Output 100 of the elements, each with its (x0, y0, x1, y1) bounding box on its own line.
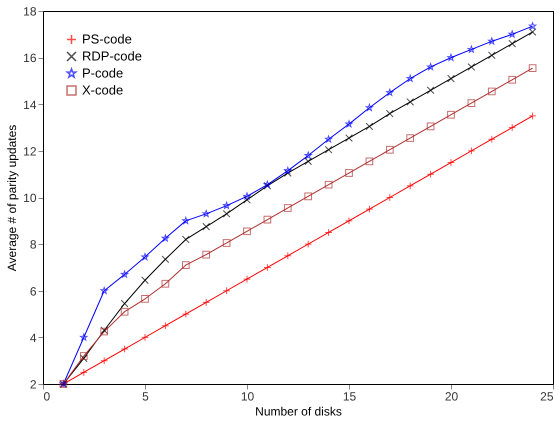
point (345, 216, 353, 225)
point (182, 216, 190, 224)
y-tick-label: 8 (30, 238, 37, 252)
point (202, 210, 210, 218)
point (100, 286, 108, 294)
point (488, 135, 496, 144)
legend-label: P-code (82, 66, 124, 80)
point (264, 216, 272, 224)
point (202, 298, 210, 306)
point (222, 210, 230, 218)
point (386, 110, 394, 118)
point (182, 261, 190, 269)
point (284, 169, 292, 177)
y-tick-label: 10 (23, 191, 37, 205)
point (264, 264, 272, 272)
point (120, 270, 128, 278)
point (243, 227, 251, 236)
point (202, 222, 210, 230)
point (468, 63, 476, 71)
point (243, 275, 251, 283)
point (488, 37, 496, 45)
point (508, 40, 516, 48)
point (366, 104, 374, 111)
point (324, 146, 332, 154)
point (324, 228, 332, 236)
point (162, 280, 170, 288)
point (120, 345, 128, 353)
y-tick-label: 14 (23, 98, 37, 112)
point (345, 169, 353, 177)
point (243, 196, 251, 204)
point (426, 170, 434, 178)
point (120, 308, 128, 316)
x-tick-label: 5 (142, 390, 150, 404)
y-tick-label: 2 (30, 378, 37, 392)
point (162, 322, 170, 330)
x-axis-title: Number of disks (255, 404, 342, 418)
point (324, 180, 332, 189)
point (426, 122, 434, 130)
point (141, 334, 149, 342)
point (100, 356, 108, 365)
legend-label: X-code (82, 82, 124, 98)
point (141, 253, 149, 260)
point (366, 205, 374, 214)
point (162, 255, 170, 264)
point (468, 99, 476, 107)
x-tick-label: 15 (342, 390, 356, 404)
point (386, 146, 394, 154)
point (304, 152, 312, 159)
point (222, 239, 230, 247)
point (304, 192, 312, 200)
point (202, 250, 210, 258)
x-tick-label: 10 (240, 390, 254, 404)
point (406, 134, 414, 142)
point (468, 46, 476, 53)
y-tick-label: 6 (30, 284, 37, 298)
legend-label: PS-code (82, 32, 132, 46)
y-axis-title: Average # of parity updates (5, 124, 20, 272)
point (447, 158, 455, 166)
point (162, 234, 170, 242)
point (141, 295, 149, 303)
x-tick-label: 25 (540, 390, 554, 404)
y-tick-label: 12 (23, 144, 37, 158)
point (406, 182, 414, 190)
point (528, 22, 536, 30)
point (508, 30, 516, 38)
point (304, 240, 312, 248)
point (80, 334, 88, 341)
point (426, 86, 434, 94)
point (324, 135, 332, 142)
point (386, 88, 394, 96)
point (80, 354, 88, 362)
point (528, 112, 536, 120)
point (80, 352, 88, 360)
point (284, 252, 292, 260)
point (508, 124, 516, 132)
point (508, 76, 516, 84)
point (447, 110, 455, 119)
x-tick-label: 20 (444, 390, 458, 404)
point (406, 98, 414, 106)
point (182, 236, 190, 244)
point (141, 276, 149, 284)
point (366, 158, 374, 166)
point (468, 147, 476, 155)
point (386, 194, 394, 202)
point (345, 134, 353, 142)
legend-label: RDP-code (82, 48, 142, 64)
point (284, 166, 292, 174)
x-tick-label: 0 (44, 390, 50, 404)
point (243, 192, 251, 200)
point (222, 202, 230, 209)
point (528, 64, 536, 72)
point (426, 63, 434, 70)
point (284, 204, 292, 212)
point (528, 28, 536, 36)
point (488, 51, 496, 60)
point (447, 74, 455, 82)
y-tick-label: 16 (23, 51, 37, 66)
point (488, 88, 496, 96)
point (345, 120, 353, 128)
point (447, 54, 455, 61)
